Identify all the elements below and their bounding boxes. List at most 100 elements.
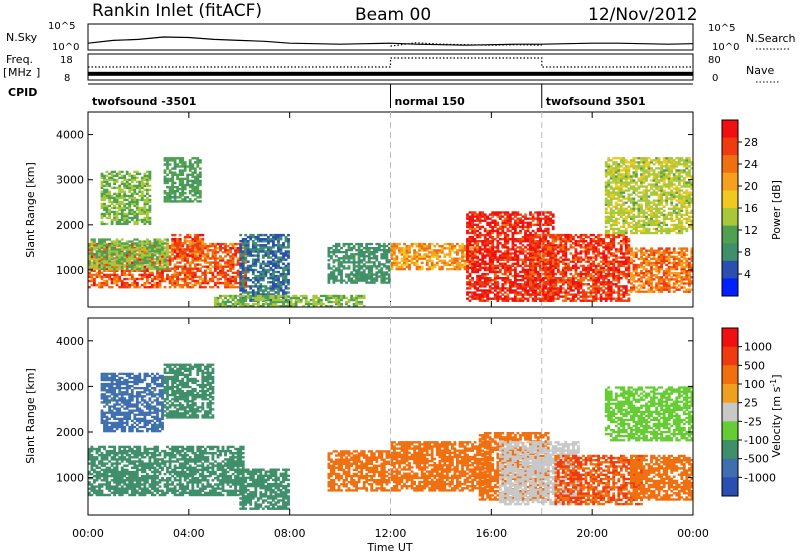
power-cell <box>287 287 290 290</box>
power-cell <box>521 223 525 226</box>
power-cell <box>259 264 263 268</box>
power-cell <box>272 244 275 247</box>
power-cell <box>171 283 174 287</box>
power-cell <box>158 266 162 269</box>
power-cell <box>556 246 560 249</box>
power-cell <box>178 250 182 253</box>
power-cell <box>498 238 502 241</box>
power-cell <box>556 289 560 292</box>
power-cell <box>98 262 101 265</box>
power-cell <box>188 267 192 270</box>
power-cell <box>564 250 568 253</box>
power-cell <box>519 238 522 241</box>
power-cell <box>113 247 116 250</box>
power-cell <box>198 194 202 197</box>
power-cell <box>370 257 374 260</box>
power-cell <box>501 285 505 288</box>
power-cell <box>607 256 611 259</box>
power-cell <box>415 253 419 256</box>
power-cell <box>110 220 114 224</box>
power-cell <box>140 268 144 271</box>
power-cell <box>551 295 555 298</box>
power-cell <box>503 291 507 294</box>
power-cell <box>287 270 290 274</box>
power-cell <box>478 240 482 243</box>
power-cell <box>594 287 598 290</box>
power-cell <box>539 211 542 214</box>
power-cell <box>498 225 502 229</box>
power-cell <box>481 258 485 261</box>
power-cell <box>604 254 608 257</box>
power-cell <box>577 252 580 255</box>
power-cell <box>211 271 215 274</box>
power-cell <box>466 256 469 259</box>
power-cell <box>509 297 512 300</box>
power-cell <box>193 283 197 287</box>
power-cell <box>574 299 578 302</box>
power-cell <box>168 247 172 250</box>
power-cell <box>153 286 157 289</box>
power-cell <box>178 165 182 168</box>
power-cell <box>216 261 220 264</box>
power-cell <box>201 252 205 255</box>
power-cell <box>241 285 245 288</box>
power-cell <box>514 231 517 235</box>
power-cell <box>536 287 540 290</box>
power-cell <box>191 183 195 187</box>
power-cell <box>551 293 555 296</box>
power-cell <box>403 249 406 252</box>
power-cell <box>370 271 374 274</box>
power-cell <box>493 223 497 226</box>
power-cell <box>345 253 348 256</box>
power-cell <box>536 291 540 294</box>
power-cell <box>254 274 258 278</box>
power-cell <box>370 251 374 254</box>
power-cell <box>612 252 616 255</box>
power-cell <box>206 255 210 258</box>
power-cell <box>166 179 169 183</box>
power-cell <box>509 291 512 294</box>
power-cell <box>350 253 353 256</box>
power-cell <box>269 266 273 270</box>
power-cell <box>511 252 515 255</box>
power-cell <box>193 240 197 243</box>
power-cell <box>569 281 573 284</box>
power-cell <box>551 291 555 294</box>
power-cell <box>506 279 510 282</box>
power-cell <box>221 267 225 270</box>
power-cell <box>229 259 232 262</box>
power-cell <box>244 273 248 277</box>
power-cell <box>350 261 353 264</box>
power-cell <box>529 258 532 261</box>
power-cell <box>486 254 490 257</box>
power-cell <box>269 268 273 272</box>
power-cell <box>201 281 205 285</box>
power-cell <box>108 214 111 218</box>
power-cell <box>140 240 144 243</box>
power-cell <box>544 270 548 274</box>
power-cell <box>146 250 149 253</box>
power-cell <box>125 258 129 261</box>
power-cell <box>551 262 555 265</box>
power-cell <box>604 291 608 294</box>
power-cell <box>567 281 570 284</box>
power-cell <box>370 247 374 250</box>
power-cell <box>231 253 235 256</box>
power-cell <box>206 249 210 252</box>
power-cell <box>375 277 379 280</box>
power-cell <box>171 244 174 247</box>
power-cell <box>259 274 263 278</box>
power-cell <box>198 171 202 174</box>
power-cell <box>166 244 169 247</box>
power-cell <box>380 249 384 252</box>
power-cell <box>471 297 474 300</box>
power-cell <box>524 231 527 235</box>
power-cell <box>597 272 600 276</box>
power-cell <box>514 277 517 280</box>
power-cell <box>362 257 366 260</box>
power-cell <box>110 206 114 210</box>
power-cell <box>163 159 167 162</box>
power-cell <box>201 242 205 245</box>
power-cell <box>163 269 167 272</box>
power-cell <box>458 265 462 269</box>
